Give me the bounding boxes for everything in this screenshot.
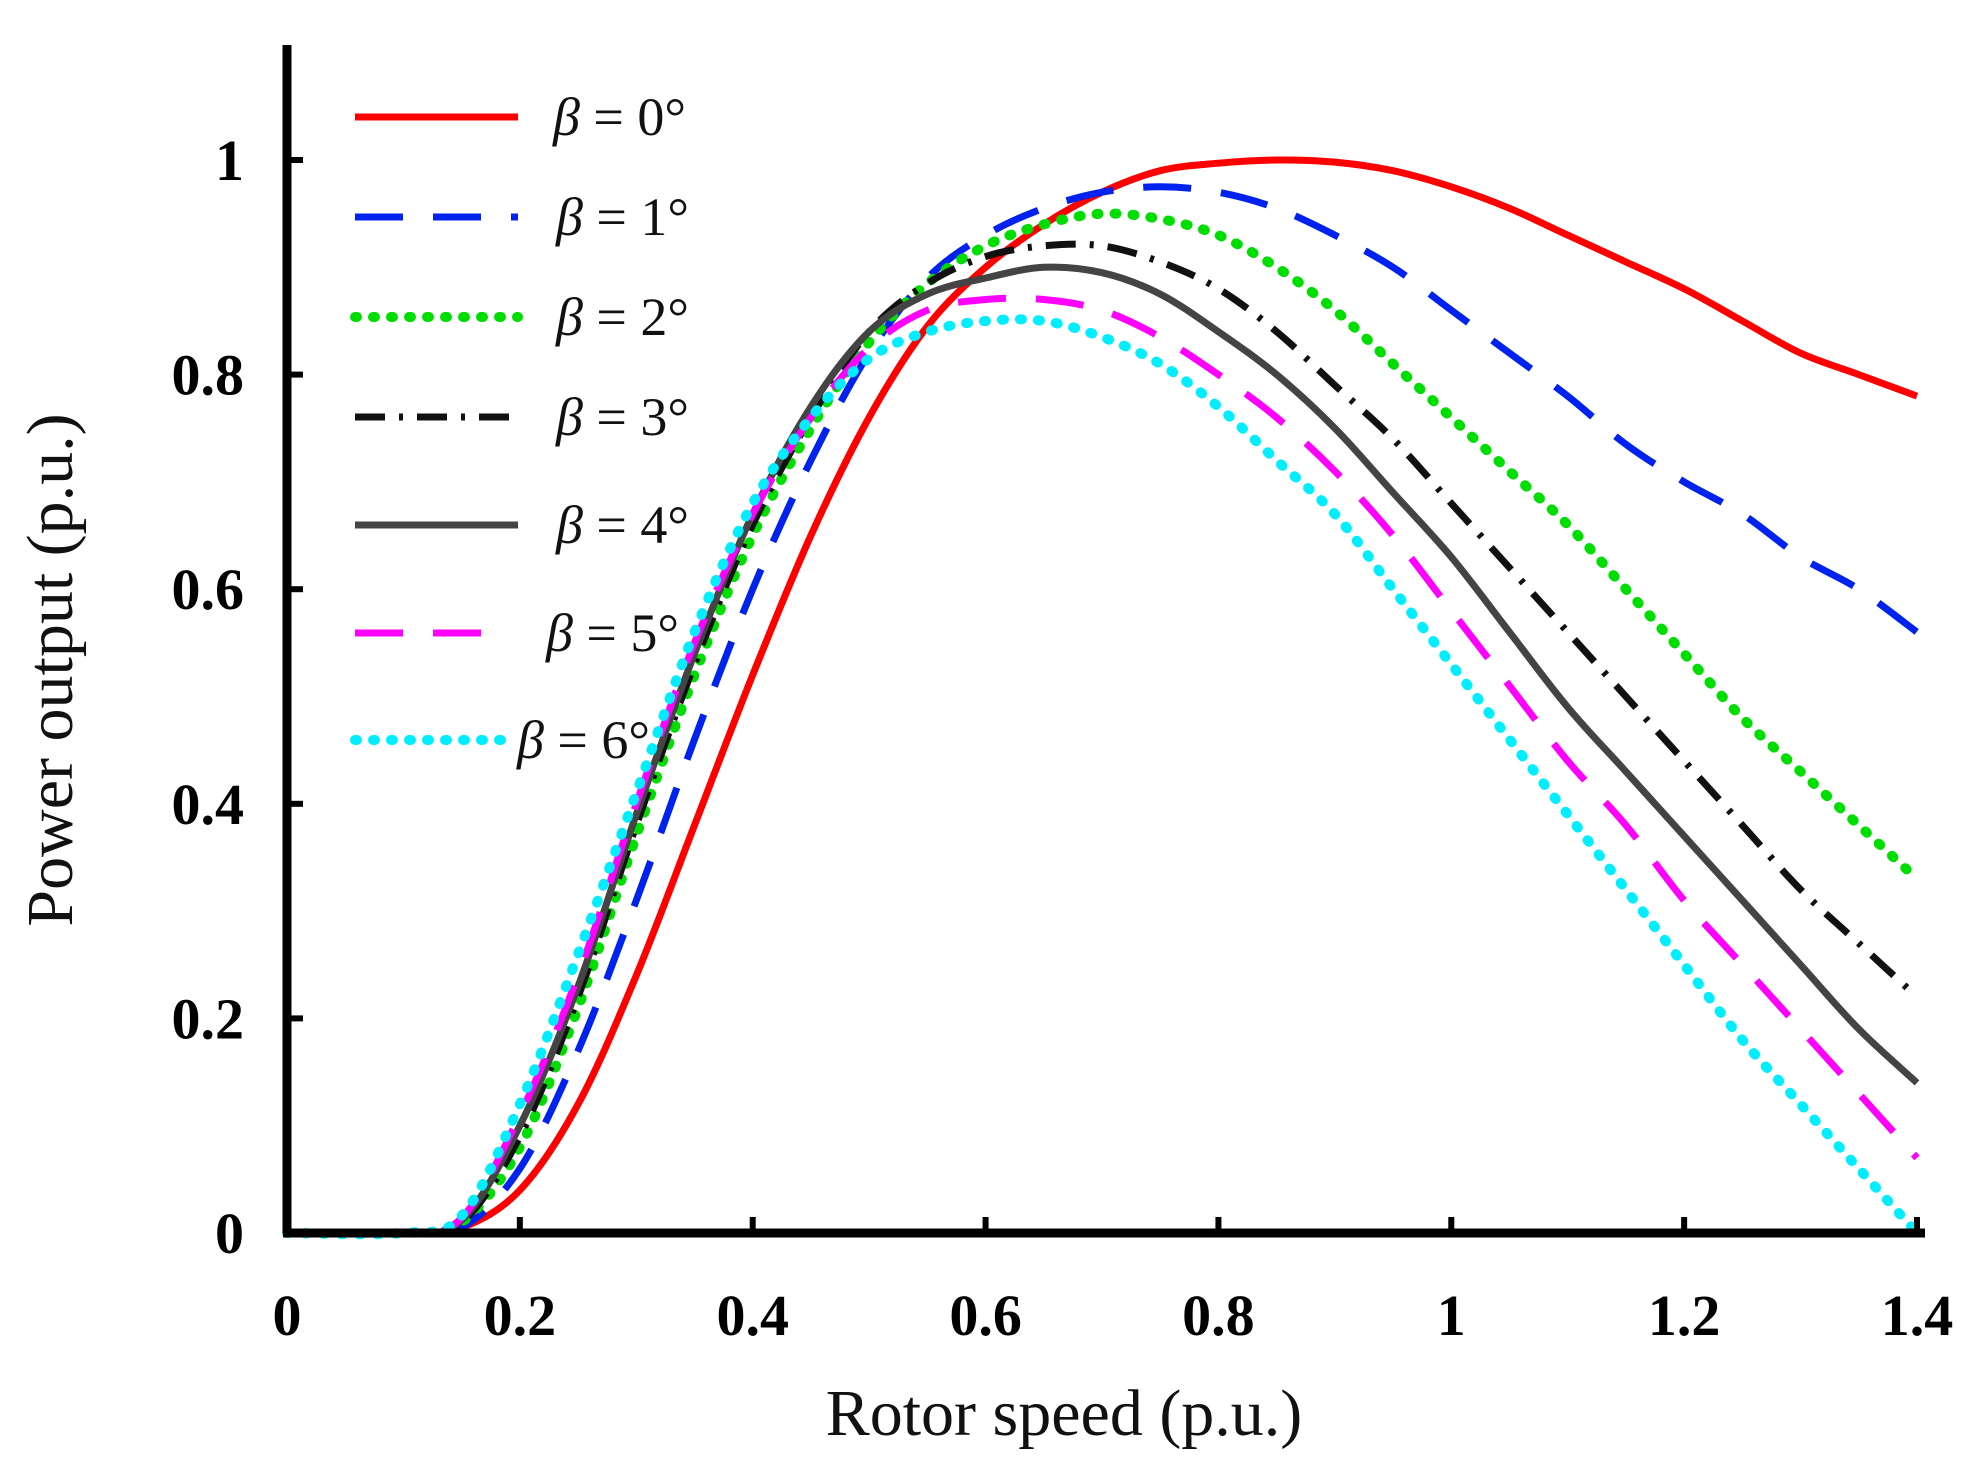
legend-label-6: β = 6° [516,710,650,770]
y-tick-label: 0.6 [172,557,245,622]
y-tick-label: 0.8 [172,343,245,408]
y-tick-label: 1 [215,128,244,193]
x-tick-label: 0.4 [716,1283,789,1348]
y-axis-title: Power output (p.u.) [14,413,87,926]
legend-label-5: β = 5° [545,603,679,663]
series-line-5 [286,294,1920,1238]
x-tick-label: 0.8 [1182,1283,1255,1348]
axes [282,45,1925,1238]
legend-label-3: β = 3° [555,387,689,447]
x-tick-label: 0.2 [484,1283,557,1348]
plot-lines [282,156,1922,1240]
series-line-3 [286,240,1920,1238]
series-line-4 [286,263,1920,1238]
legend-label-1: β = 1° [555,187,689,247]
legend: β = 0° β = 1° β = 2° β = 3° β = 4° β = 5° β = … [350,87,689,770]
x-ticks: 0 0.2 0.4 0.6 0.8 1 1.2 1.4 [273,1217,1954,1348]
x-tick-label: 1.2 [1648,1283,1721,1348]
legend-label-2: β = 2° [555,287,689,347]
x-tick-label: 1 [1437,1283,1466,1348]
series-line-2 [282,208,1922,1239]
y-tick-label: 0 [215,1201,244,1266]
x-axis-title: Rotor speed (p.u.) [826,1377,1303,1450]
legend-label-4: β = 4° [555,495,689,555]
y-tick-label: 0.2 [172,986,245,1051]
legend-label-0: β = 0° [552,87,686,147]
x-tick-label: 0.6 [949,1283,1022,1348]
x-tick-label: 1.4 [1881,1283,1954,1348]
y-tick-label: 0.4 [172,772,245,837]
y-ticks: 0 0.2 0.4 0.6 0.8 1 [172,128,303,1266]
series-line-1 [286,183,1920,1238]
x-tick-label: 0 [273,1283,302,1348]
